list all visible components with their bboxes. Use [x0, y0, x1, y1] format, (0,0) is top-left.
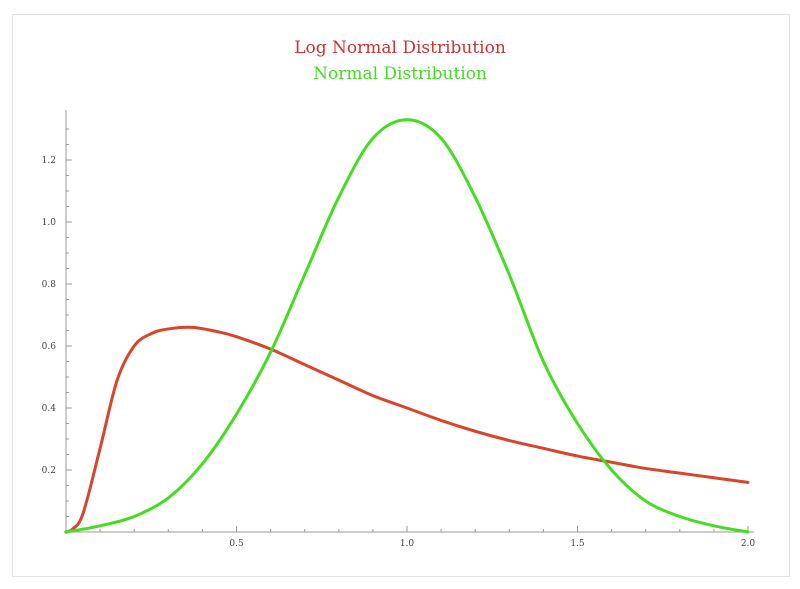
x-tick-label: 1.5: [570, 539, 585, 549]
x-tick-label: 1.0: [400, 539, 415, 549]
chart-frame: [12, 14, 790, 577]
x-tick-label: 0.5: [229, 539, 244, 549]
y-tick-label: 1.2: [42, 156, 56, 166]
normal-series-line: [64, 118, 750, 534]
y-tick-label: 1.0: [42, 218, 57, 228]
x-tick-label: 2.0: [741, 539, 756, 549]
y-tick-label: 0.6: [42, 342, 57, 352]
y-tick-label: 0.4: [42, 404, 57, 414]
y-tick-label: 0.2: [42, 466, 56, 476]
y-tick-label: 0.8: [42, 280, 57, 290]
legend-normal: Normal Distribution: [313, 64, 487, 84]
log-normal-series-line: [64, 325, 750, 534]
legend-log-normal: Log Normal Distribution: [294, 38, 506, 58]
